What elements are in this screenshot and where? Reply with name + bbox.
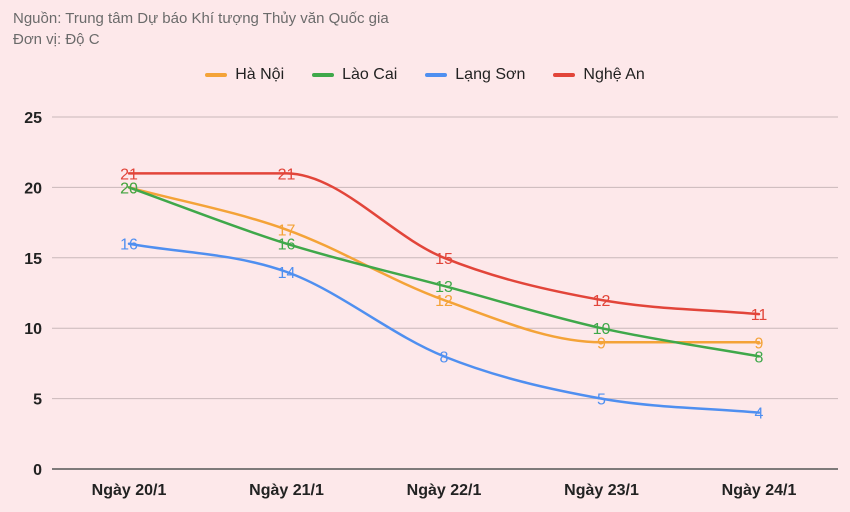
x-tick-label: Ngày 24/1 bbox=[722, 482, 797, 499]
data-label: 15 bbox=[435, 251, 453, 268]
series-line-3 bbox=[127, 242, 761, 414]
legend-label-nghe-an: Nghệ An bbox=[583, 66, 645, 83]
data-label: 20 bbox=[120, 180, 138, 197]
data-label: 12 bbox=[593, 293, 611, 310]
legend-swatch-lao-cai bbox=[312, 73, 335, 77]
y-tick-label: 5 bbox=[33, 392, 42, 409]
y-tick-label: 25 bbox=[24, 110, 42, 127]
legend-label-lao-cai: Lào Cai bbox=[342, 66, 398, 83]
x-tick-label: Ngày 20/1 bbox=[92, 482, 167, 499]
data-label: 8 bbox=[440, 349, 449, 366]
data-label: 13 bbox=[435, 279, 453, 296]
chart-header: Nguồn: Trung tâm Dự báo Khí tượng Thủy v… bbox=[13, 8, 389, 50]
legend-item-lang-son: Lạng Sơn bbox=[425, 66, 525, 84]
legend-label-lang-son: Lạng Sơn bbox=[455, 66, 526, 83]
data-label: 21 bbox=[120, 166, 138, 183]
x-tick-label: Ngày 22/1 bbox=[407, 482, 482, 499]
y-tick-label: 20 bbox=[24, 180, 42, 197]
legend-item-ha-noi: Hà Nội bbox=[205, 66, 284, 84]
data-label: 21 bbox=[278, 166, 296, 183]
data-label: 20 bbox=[120, 180, 138, 197]
source-text: Nguồn: Trung tâm Dự báo Khí tượng Thủy v… bbox=[13, 10, 389, 27]
data-label: 9 bbox=[597, 335, 606, 352]
y-tick-label: 0 bbox=[33, 462, 42, 479]
legend-item-nghe-an: Nghệ An bbox=[553, 66, 645, 84]
x-tick-label: Ngày 23/1 bbox=[564, 482, 639, 499]
data-label: 16 bbox=[120, 237, 138, 254]
series-line-2 bbox=[127, 186, 761, 358]
series-line-1 bbox=[127, 186, 761, 344]
legend-label-ha-noi: Hà Nội bbox=[235, 66, 285, 83]
data-label: 5 bbox=[597, 392, 606, 409]
data-label: 11 bbox=[751, 307, 768, 324]
data-label: 10 bbox=[593, 321, 611, 338]
data-label: 16 bbox=[278, 237, 296, 254]
chart-legend: Hà Nội Lào Cai Lạng Sơn Nghệ An bbox=[0, 66, 850, 84]
data-label: 4 bbox=[755, 406, 764, 423]
data-label: 12 bbox=[435, 293, 453, 310]
y-tick-label: 15 bbox=[24, 251, 42, 268]
series-line-4 bbox=[127, 172, 761, 316]
data-label: 8 bbox=[755, 349, 764, 366]
y-tick-label: 10 bbox=[24, 321, 42, 338]
legend-swatch-lang-son bbox=[425, 73, 448, 77]
legend-item-lao-cai: Lào Cai bbox=[312, 66, 397, 84]
unit-text: Đơn vị: Độ C bbox=[13, 31, 100, 48]
x-tick-label: Ngày 21/1 bbox=[249, 482, 324, 499]
data-label: 9 bbox=[755, 335, 764, 352]
data-label: 14 bbox=[278, 265, 296, 282]
data-label: 17 bbox=[278, 223, 296, 240]
legend-swatch-ha-noi bbox=[205, 73, 228, 77]
legend-swatch-nghe-an bbox=[553, 73, 576, 77]
